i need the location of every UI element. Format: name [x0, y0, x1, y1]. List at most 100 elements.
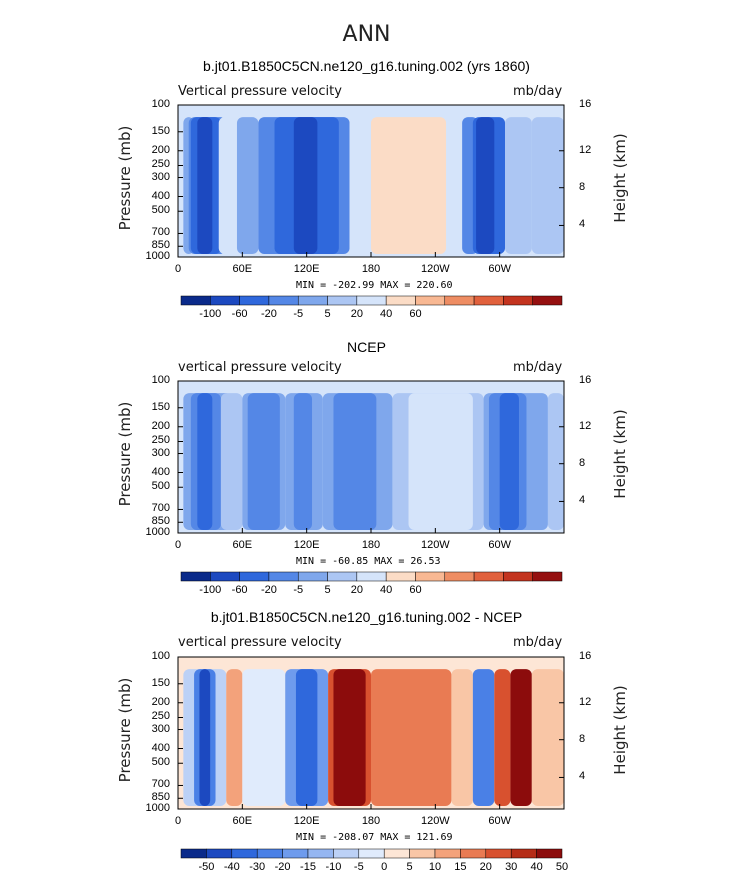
- colorbar-swatch: [385, 295, 416, 306]
- heatmap-plot: [177, 656, 565, 810]
- y-tick-label: 850: [151, 791, 170, 804]
- colorbar-swatch: [297, 571, 328, 582]
- x-tick-label: 120E: [293, 539, 320, 551]
- colorbar-swatch: [268, 295, 299, 306]
- y-tick-label: 500: [151, 756, 170, 769]
- x-tick-label: 180: [361, 815, 381, 827]
- panel-units-label: mb/day: [513, 360, 563, 375]
- y-tick-label: 850: [151, 515, 170, 528]
- colorbar-swatch: [444, 571, 475, 582]
- colorbar-swatch: [444, 295, 475, 306]
- colorbar-label: -20: [260, 584, 277, 596]
- y-tick-label-right: 8: [579, 732, 586, 745]
- y-tick-label-right: 16: [579, 98, 592, 110]
- x-tick-label: 60W: [488, 539, 511, 551]
- heatmap-cell: [371, 117, 447, 254]
- y-tick-label: 200: [151, 695, 170, 708]
- colorbar-swatch: [485, 848, 512, 859]
- y-tick-label: 500: [151, 204, 170, 217]
- x-tick-label: 60W: [488, 815, 511, 827]
- y-tick-label: 300: [151, 722, 170, 735]
- colorbar-swatch: [297, 295, 328, 306]
- heatmap-cell: [531, 669, 564, 806]
- colorbar-label: 0: [381, 861, 388, 873]
- panel-title: b.jt01.B1850C5CN.ne120_g16.tuning.002 - …: [210, 609, 523, 625]
- colorbar-swatch: [180, 848, 207, 859]
- y-tick-label: 1000: [145, 526, 170, 538]
- colorbar-label: 50: [555, 861, 569, 873]
- colorbar-label: 60: [409, 584, 422, 596]
- y-axis-label-right: Height (km): [611, 133, 629, 223]
- panel-left-label: Vertical pressure velocity: [178, 84, 342, 99]
- y-tick-label-right: 12: [579, 419, 592, 432]
- y-tick-label: 100: [151, 98, 170, 110]
- colorbar-swatch: [180, 295, 211, 306]
- y-tick-label: 200: [151, 419, 170, 432]
- heatmap-cell: [199, 669, 211, 806]
- colorbar-label: -60: [231, 584, 248, 596]
- colorbar-label: -5: [293, 308, 304, 320]
- colorbar-swatch: [239, 295, 270, 306]
- x-tick-label: 120E: [293, 815, 320, 827]
- x-tick-label: 60E: [232, 263, 253, 275]
- colorbar-swatch: [473, 571, 504, 582]
- y-tick-label: 300: [151, 446, 170, 459]
- colorbar-label: -60: [231, 308, 248, 320]
- colorbar-swatch: [327, 295, 358, 306]
- heatmap-cell: [472, 669, 495, 806]
- colorbar-swatch: [434, 848, 461, 859]
- colorbar-label: -50: [198, 861, 215, 873]
- colorbar-label: -15: [300, 861, 316, 873]
- y-tick-label-right: 4: [579, 770, 586, 783]
- colorbar: [180, 295, 563, 306]
- x-tick-label: 120W: [420, 263, 450, 275]
- colorbar-label: 15: [454, 861, 467, 873]
- x-tick-label: 60E: [232, 539, 253, 551]
- y-tick-label: 250: [151, 434, 170, 447]
- colorbar-label: 40: [380, 584, 393, 596]
- heatmap-cell: [371, 669, 452, 806]
- colorbar-label: -40: [223, 861, 240, 873]
- colorbar-label: 5: [324, 584, 331, 596]
- y-tick-label: 1000: [145, 802, 170, 814]
- colorbar-label: -100: [199, 584, 222, 596]
- colorbar-label: -5: [353, 861, 364, 873]
- y-tick-label-right: 8: [579, 180, 586, 193]
- heatmap-cell: [531, 117, 564, 254]
- colorbar-swatch: [415, 295, 446, 306]
- y-tick-label: 400: [151, 741, 170, 754]
- colorbar-label: 20: [350, 308, 363, 320]
- y-tick-label-right: 12: [579, 695, 592, 708]
- colorbar-label: -30: [249, 861, 266, 873]
- colorbar-swatch: [510, 848, 537, 859]
- x-tick-label: 0: [174, 539, 182, 551]
- colorbar-swatch: [231, 848, 258, 859]
- y-tick-label-right: 8: [579, 456, 586, 469]
- min-max-label: MIN = -202.99 MAX = 220.60: [296, 280, 453, 291]
- colorbar-swatch: [210, 571, 240, 582]
- y-tick-label: 400: [151, 465, 170, 478]
- x-tick-label: 120W: [420, 539, 450, 551]
- colorbar-swatch: [532, 571, 563, 582]
- y-tick-label: 150: [151, 400, 170, 413]
- panel-units-label: mb/day: [513, 635, 563, 650]
- x-tick-label: 0: [174, 815, 182, 827]
- colorbar-label: -20: [274, 861, 291, 873]
- colorbar-swatch: [210, 295, 240, 306]
- main-title: ANN: [342, 22, 391, 47]
- heatmap-cell: [547, 393, 564, 530]
- y-tick-label: 300: [151, 170, 170, 183]
- y-axis-label-right: Height (km): [611, 685, 629, 775]
- y-tick-label: 250: [151, 158, 170, 171]
- y-tick-label: 700: [151, 226, 170, 239]
- colorbar-swatch: [383, 848, 410, 859]
- colorbar-swatch: [307, 848, 334, 859]
- colorbar-label: 60: [409, 308, 422, 320]
- heatmap-plot: [177, 380, 565, 534]
- colorbar-swatch: [409, 848, 436, 859]
- y-tick-label-right: 16: [579, 374, 592, 386]
- colorbar-label: -10: [325, 861, 342, 873]
- heatmap-cell: [295, 669, 318, 806]
- y-tick-label: 100: [151, 650, 170, 662]
- y-tick-label: 500: [151, 480, 170, 493]
